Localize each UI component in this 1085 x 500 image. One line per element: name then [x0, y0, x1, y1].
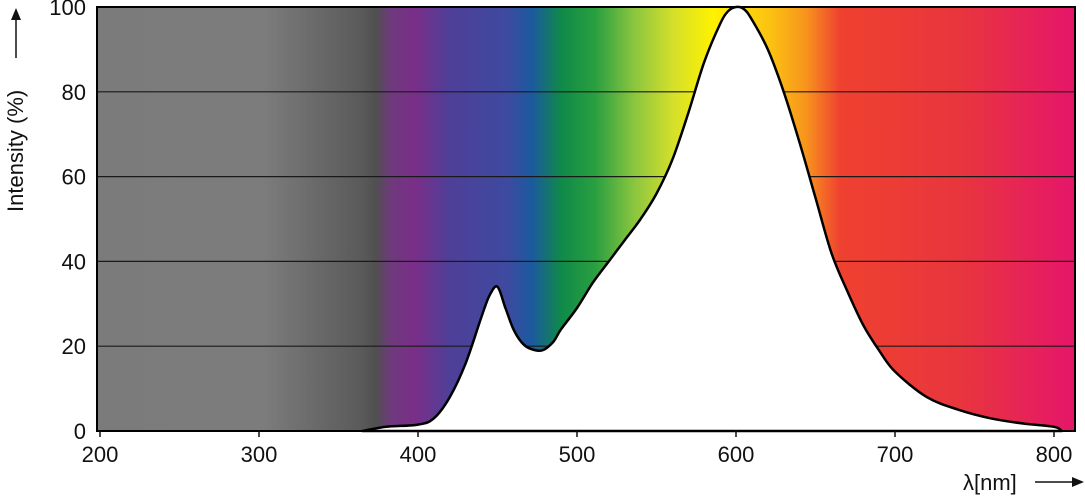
grid-lines: [97, 91, 1075, 347]
y-axis: 0 20 40 60 80 100: [49, 0, 86, 444]
x-tick-label: 600: [718, 442, 755, 467]
emission-curve: [361, 5, 1064, 433]
y-tick-label: 0: [74, 419, 86, 444]
plot-frame: [96, 6, 1076, 432]
x-axis-title: λ[nm]: [963, 470, 1017, 495]
y-axis-arrow-head: [11, 8, 21, 20]
y-tick-label: 40: [62, 249, 86, 274]
y-tick-label: 60: [62, 165, 86, 190]
y-tick-label: 100: [49, 0, 86, 20]
x-tick-label: 200: [82, 442, 119, 467]
x-tick-label: 800: [1036, 442, 1073, 467]
y-tick-label: 80: [62, 80, 86, 105]
x-axis: 200 300 400 500 600 700 800: [82, 431, 1073, 467]
x-tick-label: 700: [877, 442, 914, 467]
x-tick-label: 300: [241, 442, 278, 467]
x-tick-label: 400: [400, 442, 437, 467]
x-axis-arrow-head: [1072, 477, 1084, 487]
x-tick-label: 500: [559, 442, 596, 467]
y-tick-label: 20: [62, 334, 86, 359]
y-axis-title: Intensity (%): [3, 90, 28, 212]
